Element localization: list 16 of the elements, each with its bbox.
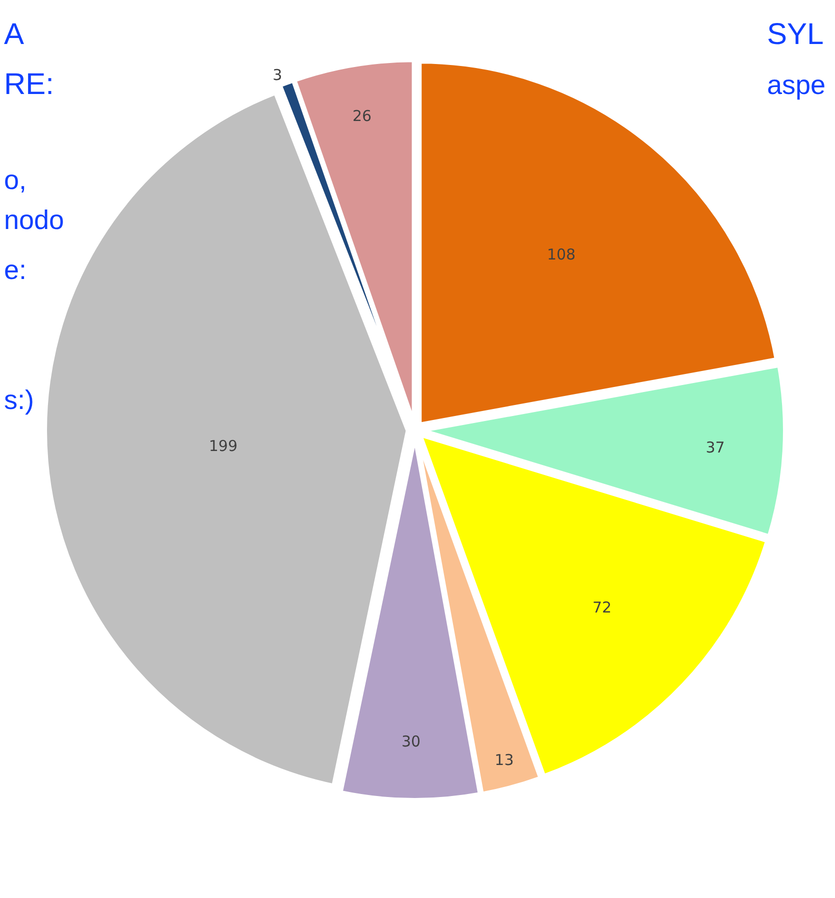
data-label: 26 xyxy=(352,107,372,126)
text: RE: xyxy=(4,68,54,101)
data-label: 3 xyxy=(272,66,282,84)
data-label: 199 xyxy=(208,437,238,456)
data-label: 108 xyxy=(546,246,576,264)
text: nodo xyxy=(4,205,64,235)
text: A xyxy=(4,18,24,51)
text: SYL xyxy=(767,18,824,51)
data-label: 72 xyxy=(592,598,612,617)
text: e: xyxy=(4,255,27,285)
data-label: 37 xyxy=(706,438,725,456)
text: aspe xyxy=(767,70,826,100)
data-label: 13 xyxy=(494,751,514,770)
text: o, xyxy=(4,165,27,195)
text: s:) xyxy=(4,385,34,415)
data-label: 30 xyxy=(401,732,421,751)
